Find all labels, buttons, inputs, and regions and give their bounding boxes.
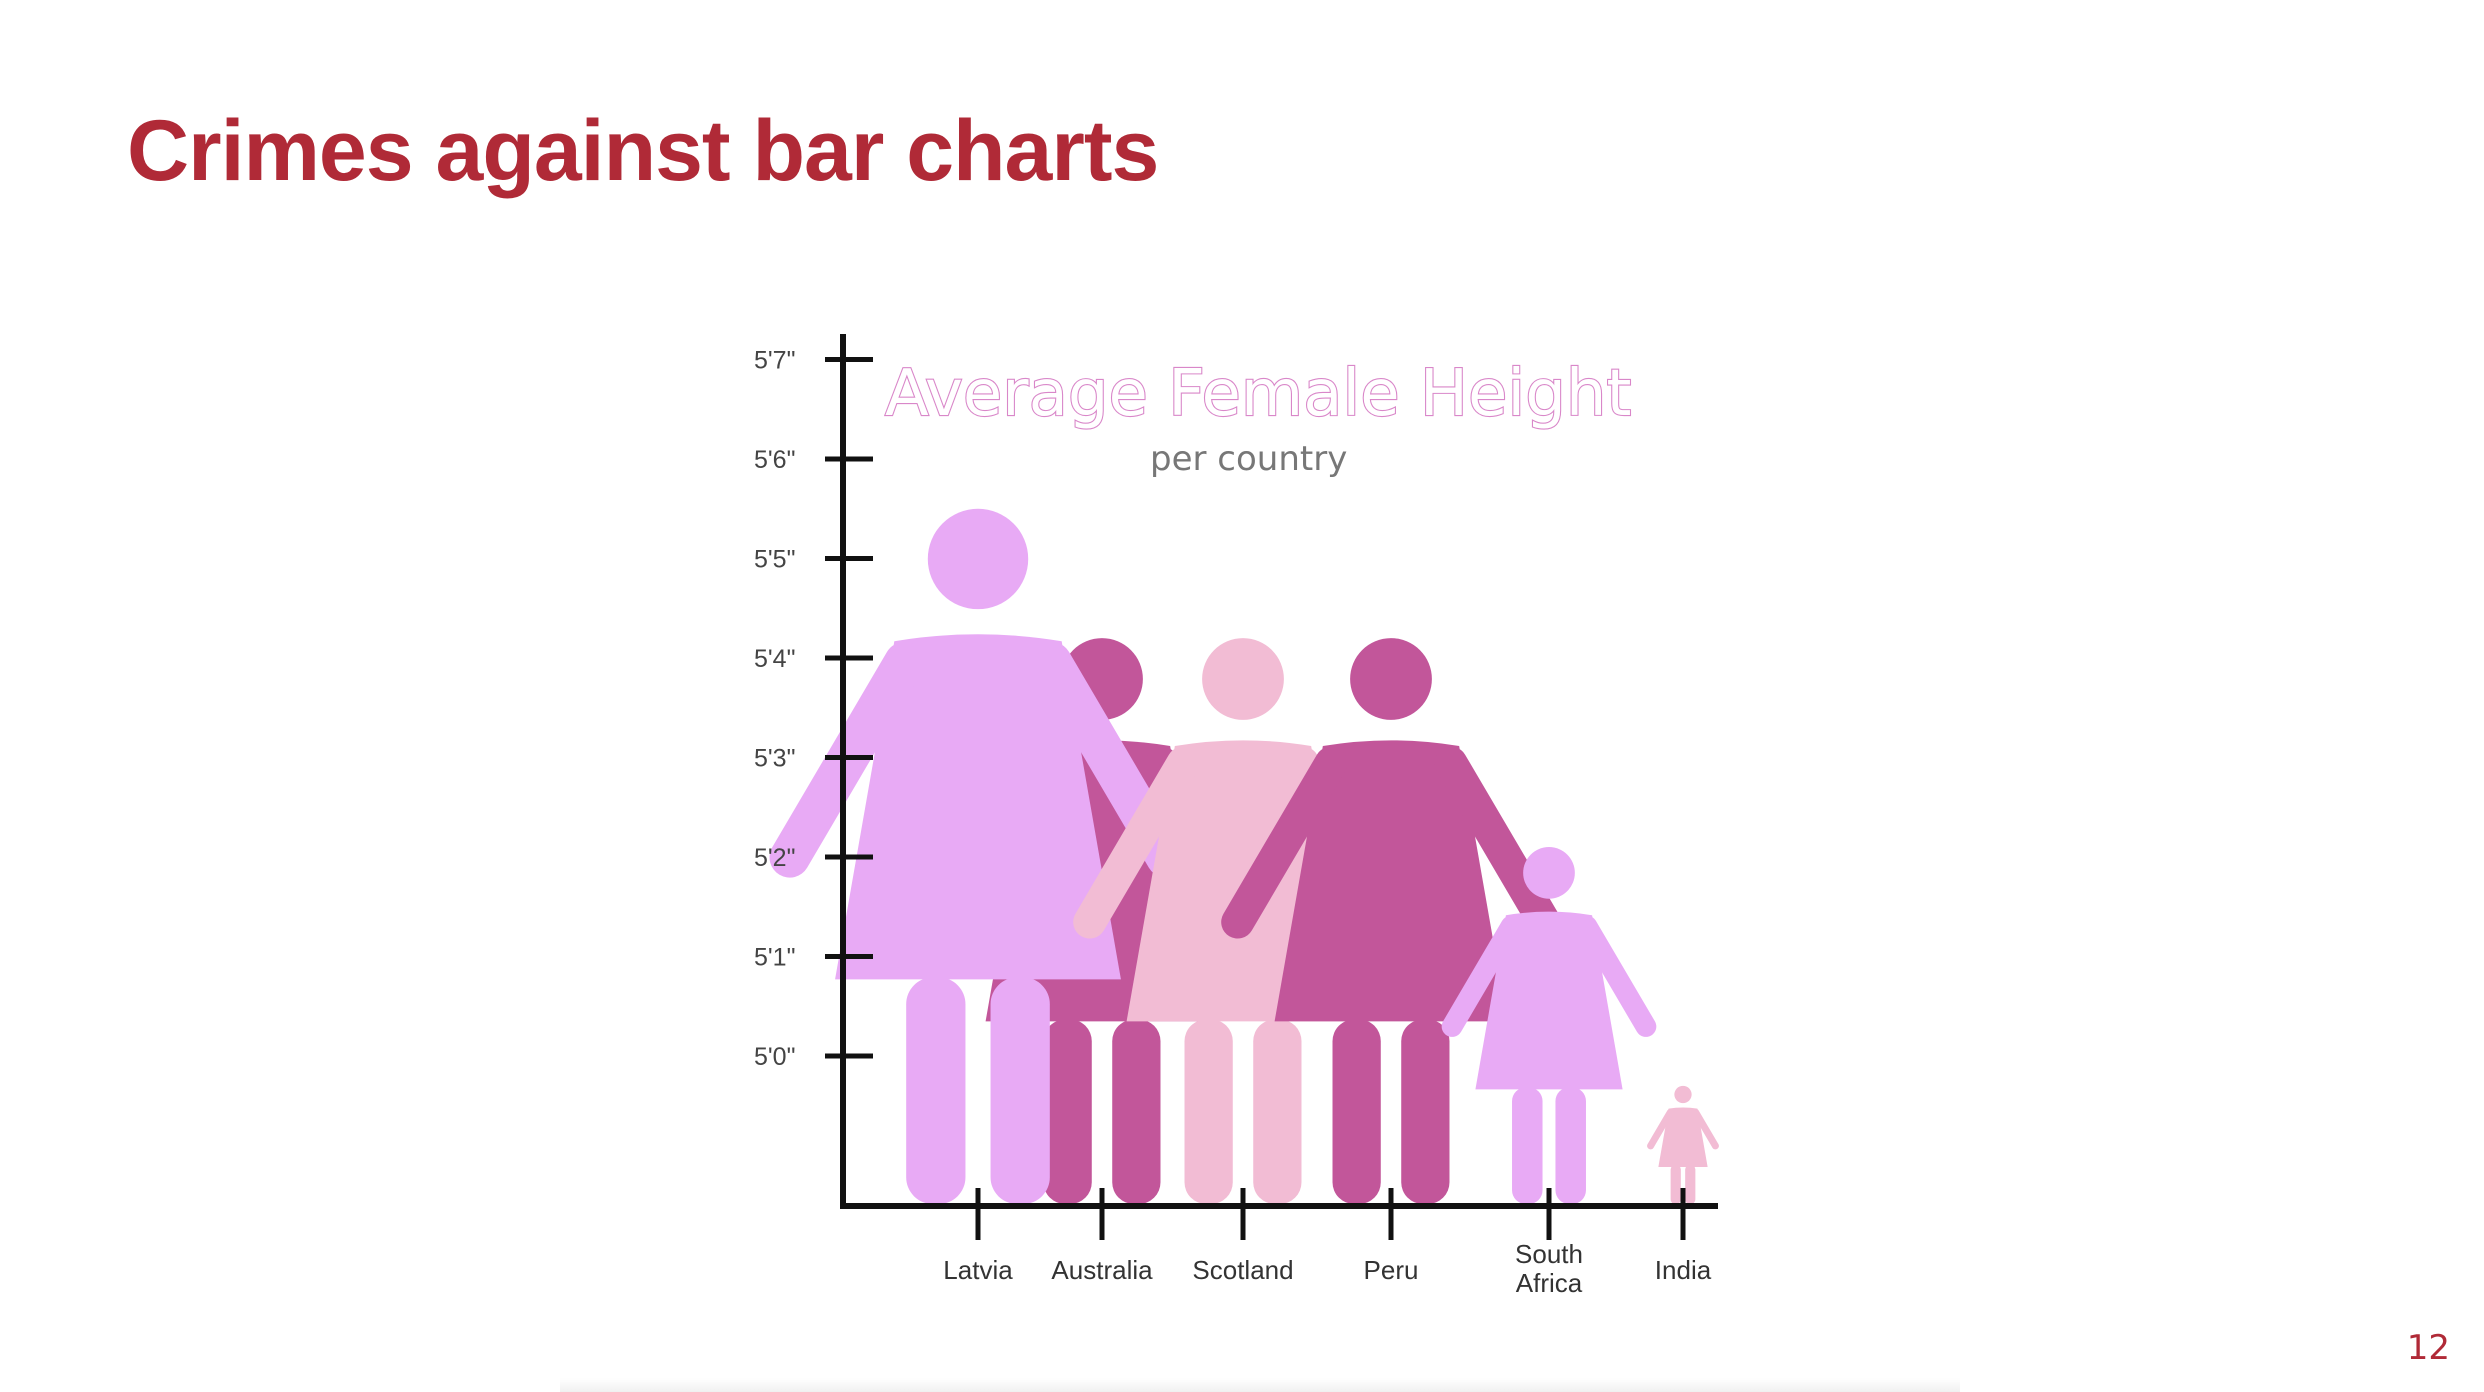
axes-layer [840, 334, 1718, 1209]
x-category-label-5: India [1655, 1255, 1712, 1285]
figure-dress [1475, 911, 1623, 1090]
x-category-label-3: Peru [1364, 1255, 1419, 1285]
figure-dress [835, 634, 1121, 980]
figure-dress [1274, 740, 1508, 1022]
figure-right-leg [1685, 1164, 1696, 1204]
y-tick-label-1: 5'1" [754, 944, 795, 972]
figure-right-leg [1253, 1019, 1302, 1204]
figure-left-leg [1332, 1019, 1381, 1204]
figure-left-leg [1184, 1019, 1233, 1204]
y-tick-label-0: 5'0" [754, 1043, 795, 1071]
x-category-label-2: Scotland [1192, 1255, 1293, 1285]
x-category-label-0: Latvia [943, 1255, 1013, 1285]
figure-head [927, 508, 1029, 610]
figure-head [1350, 638, 1432, 720]
figure-left-leg [1512, 1087, 1543, 1204]
figure-right-leg [1555, 1087, 1586, 1204]
figure-right-arm [1692, 1108, 1719, 1150]
figure-peru [1221, 638, 1561, 1204]
figure-right-arm [1576, 915, 1657, 1037]
ticks-layer: 5'0" 5'1" 5'2" 5'3" 5'4" 5'5" 5'6" 5'7" Latvia Au… [754, 347, 1712, 1299]
figure-right-arm [1434, 746, 1561, 939]
figure-left-leg [1043, 1019, 1092, 1204]
y-tick-label-3: 5'3" [754, 745, 795, 773]
y-tick-label-4: 5'4" [754, 645, 795, 673]
y-tick-label-5: 5'5" [754, 546, 795, 574]
slide-title: Crimes against bar charts [127, 103, 1159, 199]
figure-india [1647, 1085, 1719, 1204]
figure-left-arm [1073, 746, 1200, 939]
figure-left-leg [906, 977, 966, 1204]
chart-canvas: 5'0" 5'1" 5'2" 5'3" 5'4" 5'5" 5'6" 5'7" Latvia Au… [754, 334, 1719, 1299]
figure-right-leg [1401, 1019, 1450, 1204]
chart-title: Average Female Height [885, 357, 1631, 431]
chart-subtitle: per country [1150, 439, 1347, 479]
y-tick-label-6: 5'6" [754, 446, 795, 474]
y-tick-label-2: 5'2" [754, 844, 795, 872]
figure-dress [1658, 1107, 1708, 1167]
figure-south-africa [1441, 847, 1657, 1204]
figure-left-arm [1221, 746, 1348, 939]
figure-head [1523, 847, 1575, 899]
x-category-label-4: South Africa [1515, 1239, 1583, 1298]
figure-left-leg [1670, 1164, 1681, 1204]
figure-head [1674, 1085, 1692, 1104]
figures-layer [769, 508, 1719, 1204]
figure-right-leg [1112, 1019, 1161, 1204]
page-number: 12 [2406, 1328, 2450, 1368]
figure-right-leg [990, 977, 1050, 1204]
height-pictogram-chart: 5'0" 5'1" 5'2" 5'3" 5'4" 5'5" 5'6" 5'7" Latvia Au… [740, 320, 1760, 1330]
y-tick-label-7: 5'7" [754, 347, 795, 375]
figure-head [1202, 638, 1284, 720]
bottom-shadow [560, 1378, 1960, 1392]
figure-left-arm [1441, 915, 1522, 1037]
x-category-label-1: Australia [1051, 1255, 1153, 1285]
figure-left-arm [1647, 1108, 1674, 1150]
